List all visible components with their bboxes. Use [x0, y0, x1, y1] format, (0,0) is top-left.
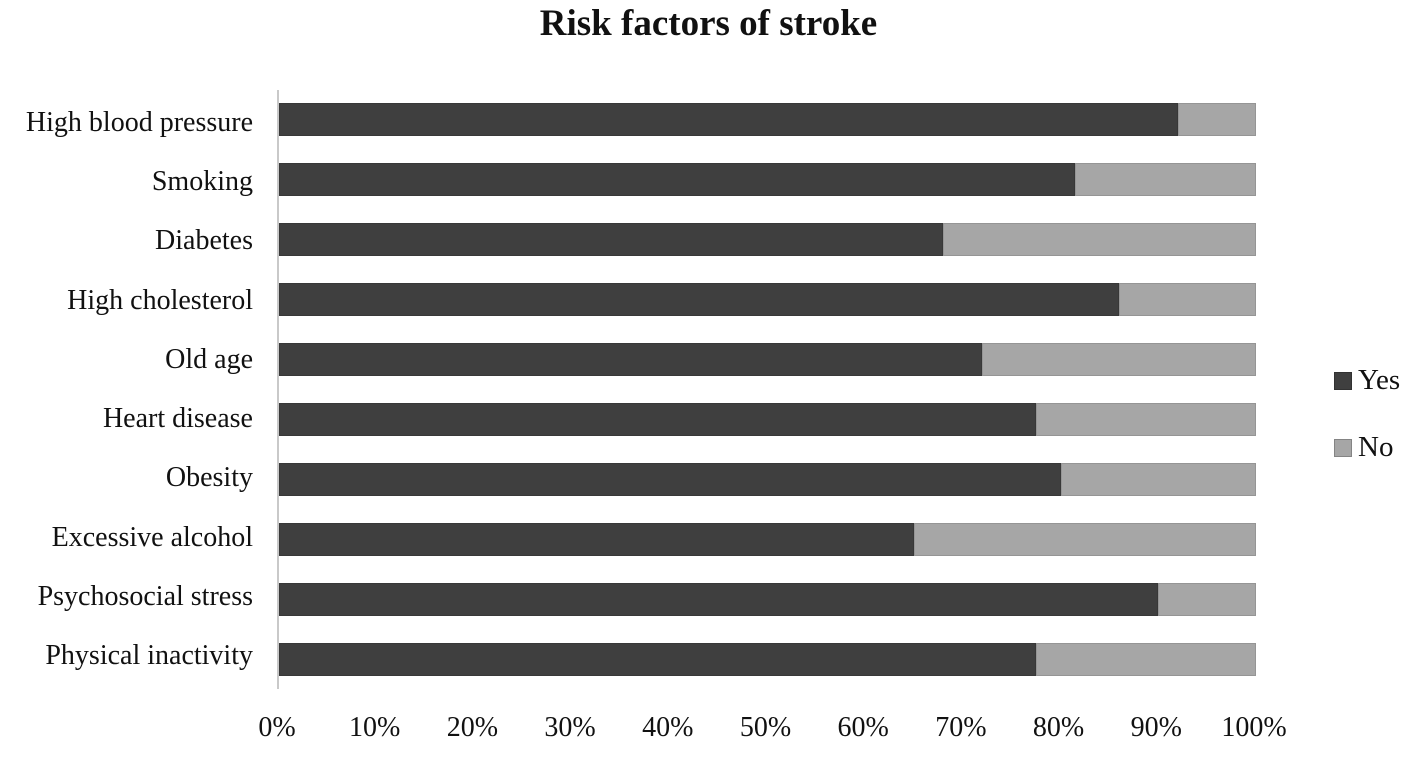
x-axis-tick-label: 90% — [1130, 712, 1182, 743]
category-label: Diabetes — [155, 225, 253, 257]
stacked-bar — [279, 642, 1256, 676]
x-axis-tick-labels: 0% 10% 20% 30% 40% 50% 60% 70% 80% 90% 100% — [258, 712, 1286, 752]
bar-segment-yes — [279, 343, 983, 377]
plot-area — [277, 90, 1256, 689]
stacked-bar — [279, 223, 1256, 257]
bar-segment-yes — [279, 462, 1061, 496]
bar-segment-no — [982, 343, 1256, 377]
bar-segment-no — [1158, 582, 1256, 616]
category-label: Obesity — [165, 462, 253, 494]
bar-segment-no — [1119, 283, 1256, 317]
bar-segment-no — [1060, 462, 1256, 496]
x-axis-tick-label: 80% — [1032, 712, 1085, 743]
x-axis-tick-label: 60% — [837, 712, 889, 743]
category-axis-labels: High blood pressure Smoking Diabetes High c… — [0, 93, 253, 686]
category-label: High blood pressure — [25, 106, 253, 138]
category-label: Smoking — [151, 165, 253, 197]
bar-row — [279, 629, 1256, 689]
bar-segment-no — [1036, 402, 1256, 436]
bar-segment-no — [1075, 163, 1256, 197]
bar-row — [279, 270, 1256, 330]
legend-item-yes: Yes — [1334, 364, 1400, 397]
bar-row — [279, 210, 1256, 270]
x-axis-tick-label: 50% — [739, 712, 792, 743]
stacked-bar — [279, 402, 1256, 436]
x-axis-tick-label: 40% — [642, 712, 694, 743]
legend-item-no: No — [1334, 431, 1400, 464]
category-label: Psychosocial stress — [37, 581, 253, 613]
category-label: Excessive alcohol — [51, 521, 253, 553]
x-axis-tick-label: 0% — [258, 712, 296, 743]
bar-segment-no — [1036, 642, 1256, 676]
stacked-bar — [279, 582, 1256, 616]
legend: Yes No — [1334, 364, 1400, 464]
stacked-bar — [279, 462, 1256, 496]
stacked-bar — [279, 343, 1256, 377]
legend-label-no: No — [1358, 431, 1394, 463]
category-label: Old age — [165, 343, 253, 375]
bar-row — [279, 330, 1256, 390]
stacked-bar — [279, 163, 1256, 197]
bar-row — [279, 390, 1256, 450]
stacked-bar — [279, 103, 1256, 137]
bar-row — [279, 509, 1256, 569]
stacked-bar — [279, 283, 1256, 317]
legend-label-yes: Yes — [1358, 364, 1401, 396]
x-axis-tick-label: 100% — [1221, 712, 1287, 743]
bar-segment-no — [1177, 103, 1256, 137]
bar-row — [279, 449, 1256, 509]
legend-swatch-no-icon — [1334, 438, 1352, 457]
bar-segment-yes — [279, 163, 1076, 197]
bar-row — [279, 150, 1256, 210]
legend-swatch-yes-icon — [1334, 371, 1352, 390]
x-axis-tick-label: 10% — [349, 712, 401, 743]
bar-row — [279, 569, 1256, 629]
x-axis-tick-label: 30% — [544, 712, 596, 743]
bar-segment-yes — [279, 223, 944, 257]
stacked-bar — [279, 522, 1256, 556]
bar-row — [279, 90, 1256, 150]
chart-title: Risk factors of stroke — [539, 3, 878, 44]
category-label: Physical inactivity — [45, 640, 253, 672]
x-axis-tick-label: 20% — [446, 712, 499, 743]
category-label: Heart disease — [102, 403, 253, 435]
bar-segment-no — [914, 522, 1256, 556]
x-axis-tick-label: 70% — [935, 712, 987, 743]
bar-segment-yes — [279, 402, 1037, 436]
bar-segment-no — [943, 223, 1256, 257]
bar-segment-yes — [279, 522, 915, 556]
category-label: High cholesterol — [67, 284, 253, 316]
bar-segment-yes — [279, 103, 1178, 137]
bar-segment-yes — [279, 283, 1120, 317]
bar-segment-yes — [279, 642, 1037, 676]
bar-segment-yes — [279, 582, 1159, 616]
